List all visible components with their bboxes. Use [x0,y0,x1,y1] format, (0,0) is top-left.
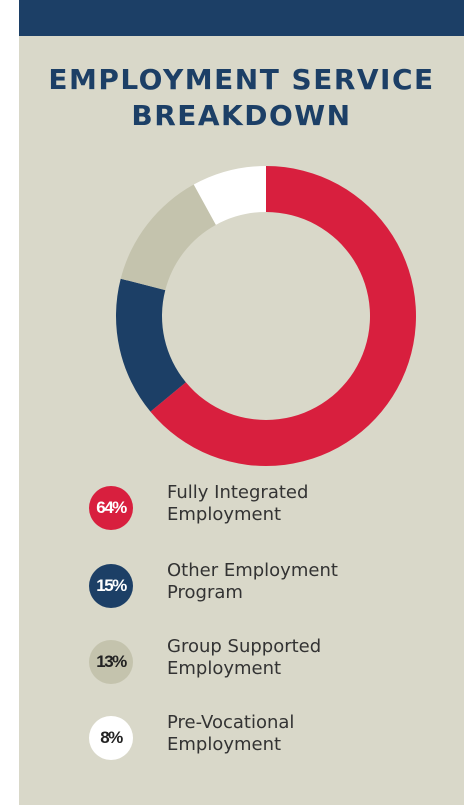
legend-label-line-2: Employment [167,734,282,755]
donut-slice-other-employment-program [116,278,186,412]
chart-title-line-1: EMPLOYMENT SERVICE [48,63,435,96]
legend-item-pre-vocational: 8% Pre-Vocational Employment [89,706,429,770]
top-bar [19,0,464,36]
legend-label-line-1: Pre-Vocational [167,712,295,733]
legend-label-line-1: Other Employment [167,560,338,581]
legend-label-line-2: Employment [167,504,282,525]
legend-label-fully-integrated: Fully Integrated Employment [167,482,407,526]
legend-item-group-supported: 13% Group Supported Employment [89,630,429,694]
legend-label-line-1: Fully Integrated [167,482,309,503]
legend-badge-fully-integrated: 64% [89,486,133,530]
legend-label-pre-vocational: Pre-Vocational Employment [167,712,407,756]
donut-slice-fully-integrated-employment [150,166,416,466]
legend-label-other-employment: Other Employment Program [167,560,407,604]
donut-chart [116,166,416,466]
legend-badge-pre-vocational: 8% [89,716,133,760]
legend-label-line-2: Program [167,582,243,603]
legend-item-fully-integrated: 64% Fully Integrated Employment [89,476,429,540]
chart-title: EMPLOYMENT SERVICE BREAKDOWN [19,62,464,134]
legend-label-line-2: Employment [167,658,282,679]
chart-legend: 64% Fully Integrated Employment 15% Othe… [19,0,464,805]
chart-title-line-2: BREAKDOWN [131,99,352,132]
legend-badge-group-supported: 13% [89,640,133,684]
legend-value-group-supported: 13% [96,652,127,671]
legend-label-line-1: Group Supported [167,636,322,657]
donut-slice-pre-vocational-employment [193,166,266,225]
legend-label-group-supported: Group Supported Employment [167,636,407,680]
legend-item-other-employment: 15% Other Employment Program [89,554,429,618]
legend-badge-other-employment: 15% [89,564,133,608]
legend-value-pre-vocational: 8% [100,728,123,747]
legend-value-fully-integrated: 64% [96,498,127,517]
legend-value-other-employment: 15% [96,576,127,595]
infographic-card: EMPLOYMENT SERVICE BREAKDOWN 64% Fully I… [19,0,464,805]
donut-slice-group-supported-employment [120,184,216,291]
